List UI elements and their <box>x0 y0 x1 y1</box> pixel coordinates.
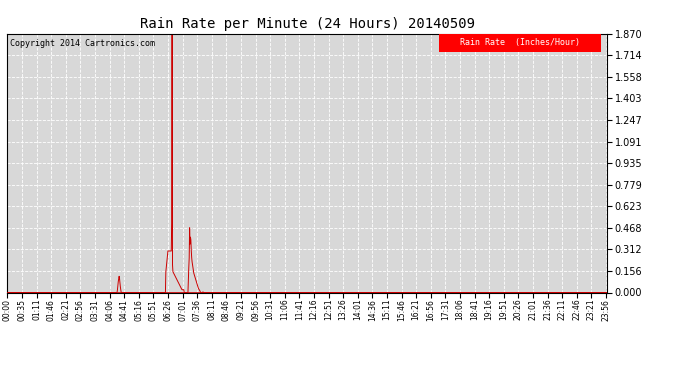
Text: Copyright 2014 Cartronics.com: Copyright 2014 Cartronics.com <box>10 39 155 48</box>
Title: Rain Rate per Minute (24 Hours) 20140509: Rain Rate per Minute (24 Hours) 20140509 <box>139 17 475 31</box>
